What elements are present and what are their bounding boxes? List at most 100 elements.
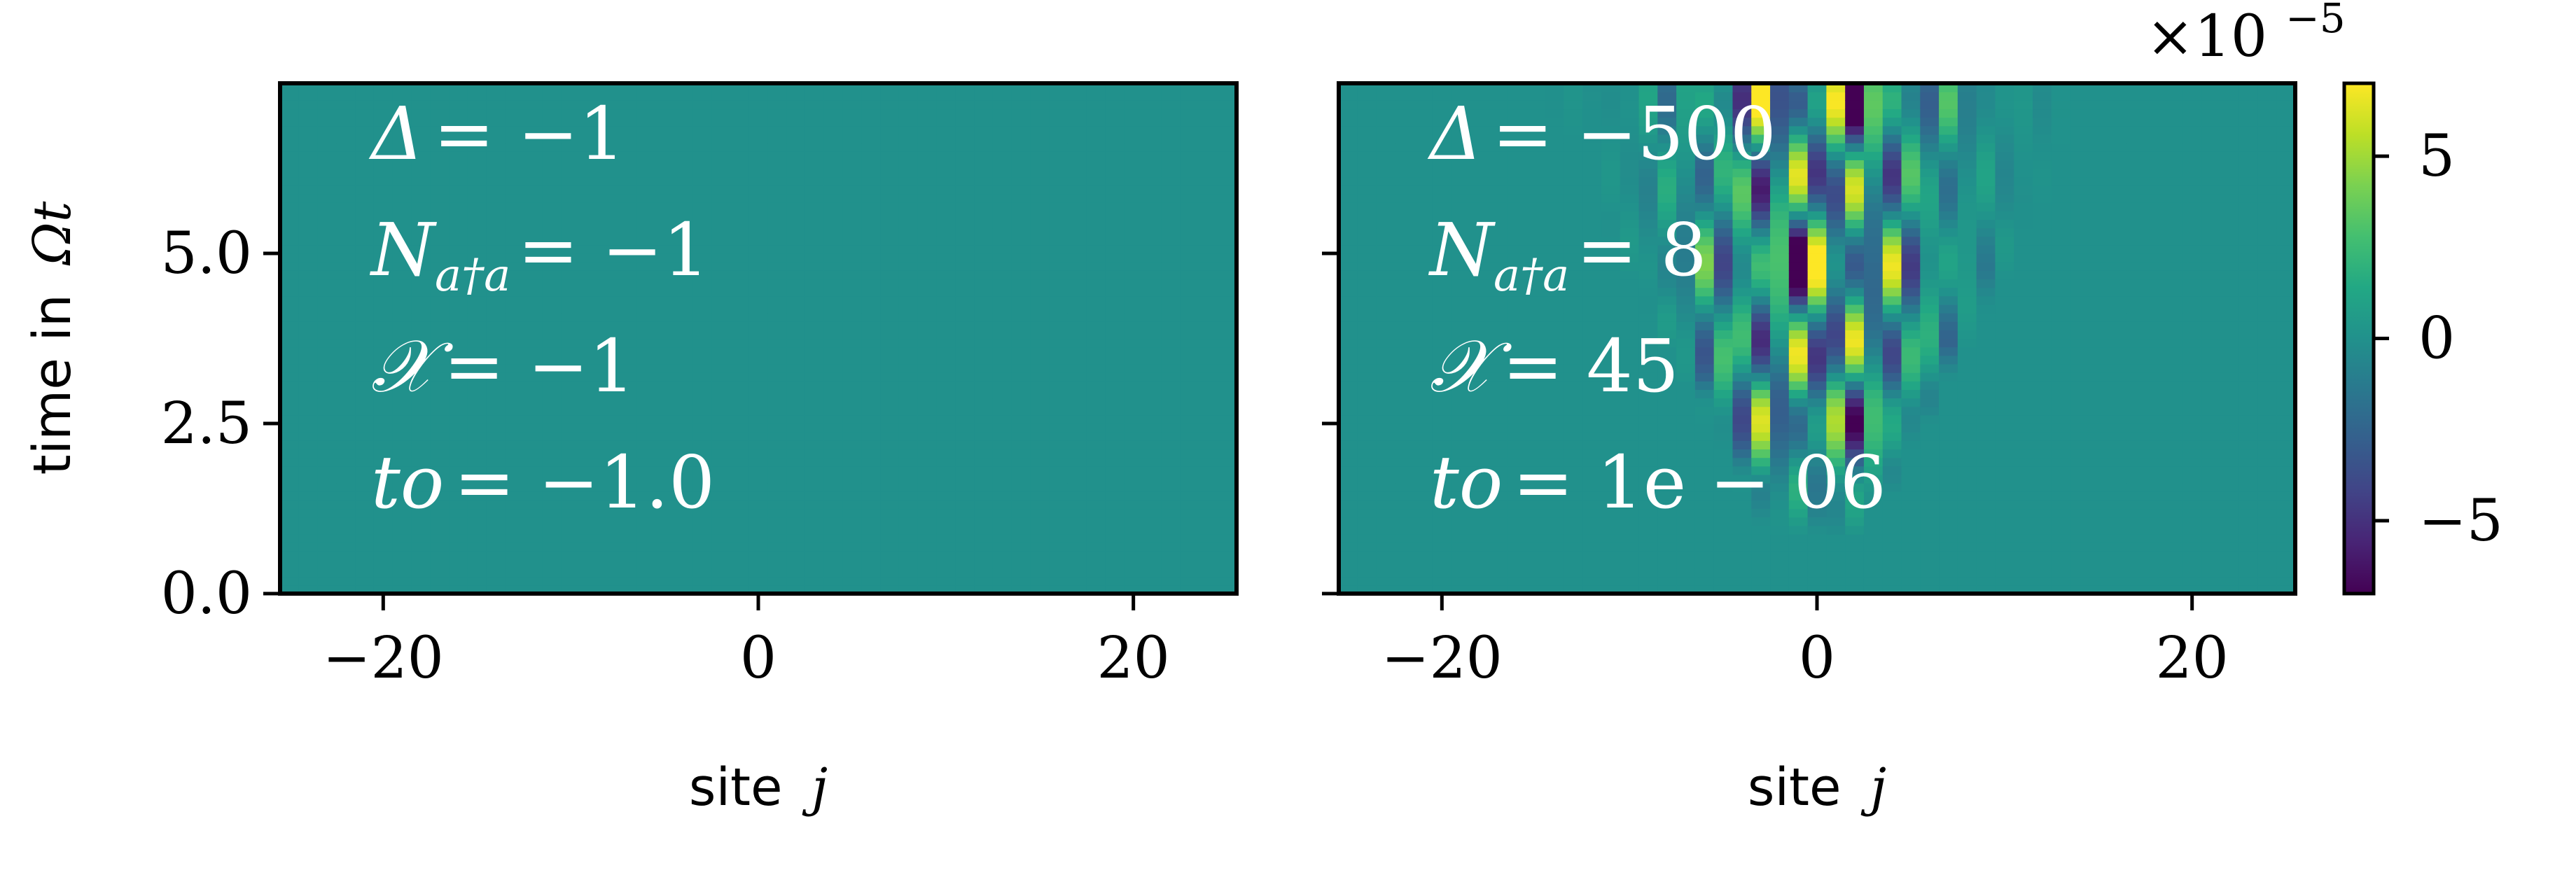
heatmap-cell <box>1788 92 1809 101</box>
heatmap-cell <box>1526 363 1546 373</box>
heatmap-cell <box>1049 381 1068 390</box>
heatmap-cell <box>1030 533 1050 543</box>
heatmap-cell <box>1011 270 1031 280</box>
heatmap-cell <box>317 236 337 246</box>
heatmap-cell <box>1845 295 1865 305</box>
heatmap-cell <box>1339 244 1358 254</box>
heatmap-cell <box>1582 202 1602 211</box>
heatmap-cell <box>730 500 750 510</box>
heatmap-cell <box>749 330 768 340</box>
heatmap-cell <box>1451 576 1471 586</box>
heatmap-cell <box>1489 440 1508 450</box>
heatmap-cell <box>1218 125 1237 135</box>
heatmap-cell <box>1357 372 1377 382</box>
heatmap-cell <box>711 108 731 118</box>
heatmap-cell <box>655 381 675 390</box>
heatmap-cell <box>392 584 412 594</box>
heatmap-cell <box>636 584 656 594</box>
heatmap-cell <box>1161 202 1181 211</box>
heatmap-cell <box>692 193 712 203</box>
heatmap-cell <box>542 185 562 195</box>
heatmap-cell <box>767 440 787 450</box>
heatmap-cell <box>842 363 862 373</box>
heatmap-cell <box>974 134 994 144</box>
heatmap-cell <box>636 304 656 314</box>
heatmap-cell <box>1564 168 1583 178</box>
heatmap-cell <box>974 363 994 373</box>
heatmap-cell <box>1432 551 1452 560</box>
heatmap-cell <box>1011 491 1031 500</box>
heatmap-cell <box>1770 406 1790 416</box>
heatmap-cell <box>467 465 487 475</box>
heatmap-cell <box>711 202 731 211</box>
heatmap-cell <box>1694 584 1715 594</box>
heatmap-cell <box>1105 313 1125 322</box>
heatmap-cell <box>561 346 581 356</box>
heatmap-cell <box>467 279 487 288</box>
heatmap-cell <box>917 355 938 365</box>
heatmap-cell <box>1826 108 1846 118</box>
heatmap-cell <box>880 457 900 467</box>
heatmap-cell <box>1788 227 1809 237</box>
heatmap-cell <box>1011 202 1031 211</box>
heatmap-cell <box>1124 440 1143 450</box>
heatmap-cell <box>1845 355 1865 365</box>
heatmap-cell <box>974 517 994 526</box>
heatmap-cell <box>298 551 319 560</box>
heatmap-cell <box>561 202 581 211</box>
heatmap-cell <box>936 227 956 237</box>
heatmap-cell <box>711 440 731 450</box>
heatmap-cell <box>373 525 394 535</box>
heatmap-cell <box>1694 211 1715 220</box>
heatmap-cell <box>355 389 375 399</box>
heatmap-cell <box>1011 227 1031 237</box>
heatmap-cell <box>898 295 919 305</box>
heatmap-cell <box>1086 168 1106 178</box>
heatmap-cell <box>674 244 693 254</box>
heatmap-cell <box>1067 270 1087 280</box>
heatmap-cell <box>467 457 487 467</box>
heatmap-cell <box>411 533 431 543</box>
heatmap-cell <box>1451 398 1471 407</box>
heatmap-cell <box>1676 100 1696 110</box>
heatmap-cell <box>917 568 938 578</box>
heatmap-cell <box>580 125 599 135</box>
heatmap-cell <box>411 168 431 178</box>
heatmap-cell <box>1788 193 1809 203</box>
heatmap-cell <box>823 584 844 594</box>
heatmap-cell <box>1414 457 1433 467</box>
heatmap-cell <box>730 287 750 297</box>
heatmap-cell <box>1414 176 1433 186</box>
heatmap-cell <box>1788 211 1809 220</box>
heatmap-cell <box>861 372 881 382</box>
heatmap-cell <box>1732 542 1752 552</box>
heatmap-cell <box>1199 108 1218 118</box>
heatmap-cell <box>430 193 450 203</box>
heatmap-cell <box>1049 92 1068 101</box>
heatmap-cell <box>1086 100 1106 110</box>
heatmap-cell <box>524 508 543 518</box>
heatmap-cell <box>1657 279 1677 288</box>
heatmap-cell <box>1105 227 1125 237</box>
heatmap-cell <box>1882 244 1902 254</box>
heatmap-cell <box>655 346 675 356</box>
heatmap-cell <box>1489 176 1508 186</box>
heatmap-cell <box>1826 372 1846 382</box>
heatmap-cell <box>1199 151 1218 160</box>
heatmap-cell <box>298 134 319 144</box>
heatmap-cell <box>842 389 862 399</box>
heatmap-cell <box>1920 355 1940 365</box>
heatmap-cell <box>1086 406 1106 416</box>
heatmap-cell <box>1751 287 1771 297</box>
heatmap-cell <box>1713 398 1734 407</box>
heatmap-cell <box>730 227 750 237</box>
heatmap-cell <box>636 176 656 186</box>
heatmap-cell <box>955 424 975 433</box>
heatmap-cell <box>992 211 1012 220</box>
heatmap-cell <box>917 508 938 518</box>
heatmap-cell <box>392 279 412 288</box>
heatmap-cell <box>580 525 599 535</box>
heatmap-cell <box>786 576 806 586</box>
heatmap-cell <box>1105 432 1125 441</box>
heatmap-cell <box>1882 108 1902 118</box>
